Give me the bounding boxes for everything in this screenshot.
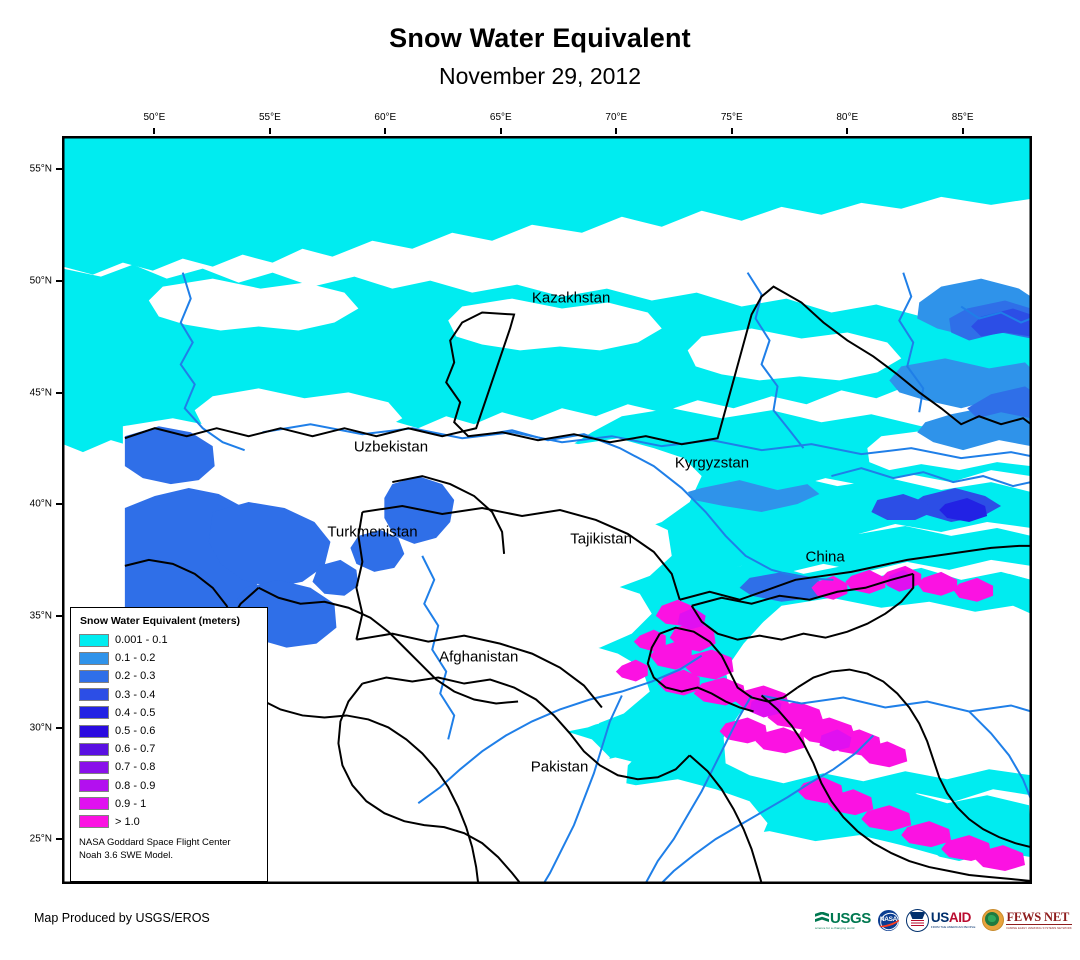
legend-panel[interactable]: Snow Water Equivalent (meters) 0.001 - 0…: [70, 607, 268, 882]
latitude-tick-mark: [56, 726, 62, 729]
longitude-tick-label: 50°E: [143, 112, 166, 123]
legend-range-label: > 1.0: [115, 815, 140, 828]
legend-row[interactable]: 0.8 - 0.9: [79, 777, 259, 795]
latitude-tick-label: 25°N: [29, 833, 52, 845]
usgs-logo-text: USGS: [830, 909, 871, 927]
longitude-tick-mark: [961, 128, 964, 134]
nasa-logo[interactable]: NASA: [877, 906, 899, 934]
legend-color-swatch: [79, 669, 109, 683]
usgs-logo[interactable]: USGS science for a changing world: [815, 906, 871, 934]
usgs-wave-icon: [815, 911, 829, 922]
legend-row[interactable]: 0.2 - 0.3: [79, 667, 259, 685]
legend-range-label: 0.001 - 0.1: [115, 634, 168, 647]
latitude-tick-label: 40°N: [29, 498, 52, 510]
longitude-tick-label: 75°E: [720, 112, 743, 123]
legend-credit-line-1: NASA Goddard Space Flight Center: [79, 837, 231, 849]
fewsnet-logo-tagline: FAMINE EARLY WARNING SYSTEMS NETWORK: [1006, 925, 1072, 930]
legend-row[interactable]: 0.9 - 1: [79, 795, 259, 813]
fewsnet-globe-icon: [982, 909, 1005, 931]
legend-color-swatch: [79, 688, 109, 702]
legend-range-label: 0.9 - 1: [115, 797, 147, 810]
usaid-logo[interactable]: USAID FROM THE AMERICAN PEOPLE: [905, 906, 976, 934]
longitude-tick-label: 55°E: [258, 112, 281, 123]
usaid-logo-text-aid: AID: [948, 910, 971, 926]
legend-color-swatch: [79, 742, 109, 756]
latitude-tick-mark: [56, 391, 62, 394]
latitude-tick-mark: [56, 280, 62, 283]
legend-color-swatch: [79, 651, 109, 665]
legend-range-label: 0.2 - 0.3: [115, 670, 156, 683]
fewsnet-logo-text: FEWS NET: [1006, 911, 1072, 926]
legend-row[interactable]: 0.5 - 0.6: [79, 722, 259, 740]
legend-color-swatch: [79, 724, 109, 738]
usaid-logo-tagline: FROM THE AMERICAN PEOPLE: [930, 924, 976, 929]
fewsnet-logo[interactable]: FEWS NET FAMINE EARLY WARNING SYSTEMS NE…: [982, 906, 1072, 934]
longitude-tick-mark: [615, 128, 618, 134]
legend-color-swatch: [79, 706, 109, 720]
latitude-tick-label: 30°N: [29, 722, 52, 734]
nasa-logo-text: NASA: [879, 915, 898, 923]
legend-range-label: 0.8 - 0.9: [115, 779, 156, 792]
legend-title: Snow Water Equivalent (meters): [80, 615, 241, 627]
fewsnet-globe-land-icon: [988, 915, 997, 922]
page-title: Snow Water Equivalent: [389, 23, 691, 53]
legend-row[interactable]: 0.001 - 0.1: [79, 631, 259, 649]
longitude-tick-mark: [499, 128, 502, 134]
legend-color-swatch: [79, 815, 109, 829]
legend-credit-line-2: Noah 3.6 SWE Model.: [79, 849, 173, 861]
longitude-tick-label: 70°E: [605, 112, 628, 123]
usaid-seal-shield-icon: [909, 912, 926, 919]
legend-range-label: 0.5 - 0.6: [115, 725, 156, 738]
usaid-seal-stripes-icon: [910, 919, 924, 927]
longitude-tick-label: 85°E: [951, 112, 974, 123]
legend-color-swatch: [79, 633, 109, 647]
rivers-layer: [179, 272, 1031, 883]
longitude-tick-label: 80°E: [836, 112, 859, 123]
legend-row[interactable]: 0.3 - 0.4: [79, 686, 259, 704]
latitude-tick-label: 55°N: [29, 163, 52, 175]
legend-row[interactable]: 0.4 - 0.5: [79, 704, 259, 722]
legend-row[interactable]: 0.7 - 0.8: [79, 758, 259, 776]
legend-range-label: 0.1 - 0.2: [115, 652, 156, 665]
legend-range-label: 0.4 - 0.5: [115, 706, 156, 719]
legend-row[interactable]: 0.6 - 0.7: [79, 740, 259, 758]
longitude-tick-mark: [384, 128, 387, 134]
title-block: Snow Water Equivalent November 29, 2012: [0, 23, 1080, 89]
usaid-logo-text-us: US: [930, 910, 949, 926]
legend-color-swatch: [79, 797, 109, 811]
legend-range-label: 0.7 - 0.8: [115, 761, 156, 774]
page-subtitle-date: November 29, 2012: [438, 62, 641, 89]
latitude-tick-label: 45°N: [29, 387, 52, 399]
legend-range-label: 0.3 - 0.4: [115, 688, 156, 701]
legend-row[interactable]: 0.1 - 0.2: [79, 649, 259, 667]
latitude-tick-mark: [56, 838, 62, 841]
longitude-tick-mark: [153, 128, 156, 134]
legend-color-swatch: [79, 779, 109, 793]
latitude-tick-mark: [56, 168, 62, 171]
usaid-seal-icon: [905, 908, 929, 932]
latitude-tick-mark: [56, 615, 62, 618]
legend-range-label: 0.6 - 0.7: [115, 743, 156, 756]
nasa-meatball-icon: NASA: [877, 909, 899, 931]
legend-color-swatch: [79, 760, 109, 774]
longitude-tick-mark: [730, 128, 733, 134]
longitude-tick-label: 65°E: [489, 112, 512, 123]
longitude-tick-mark: [268, 128, 271, 134]
usgs-logo-tagline: science for a changing world: [815, 925, 855, 930]
legend-row[interactable]: > 1.0: [79, 813, 259, 831]
legend-credit: NASA Goddard Space Flight Center Noah 3.…: [79, 837, 259, 862]
footer-credit: Map Produced by USGS/EROS: [34, 911, 210, 925]
latitude-tick-label: 35°N: [29, 610, 52, 622]
logo-bar: USGS science for a changing world NASA U…: [815, 905, 1072, 935]
longitude-tick-label: 60°E: [374, 112, 397, 123]
swe-band-royalblue: [939, 498, 988, 522]
latitude-tick-mark: [56, 503, 62, 506]
longitude-tick-mark: [846, 128, 849, 134]
latitude-tick-label: 50°N: [29, 275, 52, 287]
legend-items: 0.001 - 0.1 0.1 - 0.2 0.2 - 0.3 0.3 - 0.4 0.…: [79, 631, 259, 831]
